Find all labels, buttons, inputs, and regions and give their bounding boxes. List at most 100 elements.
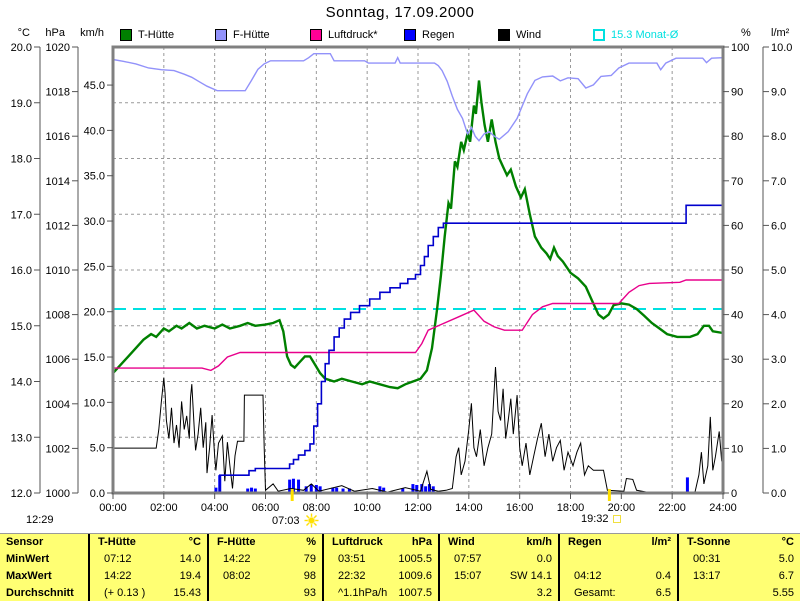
sensor-name: F-Hütte <box>217 536 256 548</box>
rain-bar <box>382 487 386 493</box>
time-tick-label: 08:00 <box>303 502 331 514</box>
stat-value: 79 <box>303 553 316 565</box>
stats-row-label: MinWert <box>6 553 50 565</box>
stat-time <box>560 553 574 565</box>
pct-tick-label: 20 <box>731 399 743 411</box>
stat-value: 93 <box>303 587 316 599</box>
c-tick-label: 20.0 <box>11 42 32 54</box>
hpa-tick-label: 1002 <box>46 443 70 455</box>
rain-bar <box>297 479 301 493</box>
legend-item-regen: Regen <box>404 28 454 42</box>
sunset-marker: 19:32 <box>581 513 621 525</box>
rain-bar <box>304 486 308 493</box>
stats-column-header: Regen l/m² <box>560 534 677 551</box>
rain-bar <box>309 484 313 493</box>
stat-value: 1007.5 <box>398 587 432 599</box>
kmh-tick-label: 35.0 <box>84 171 105 183</box>
kmh-tick-label: 20.0 <box>84 307 105 319</box>
time-tick-label: 16:00 <box>506 502 534 514</box>
time-tick-label: 18:00 <box>557 502 585 514</box>
stats-cell: ^1.1hPa/h 1007.5 <box>324 585 438 601</box>
sensor-unit: hPa <box>411 536 432 548</box>
stats-column-t-hütte: T-Hütte °C 07:12 14.0 14:22 19.4 (+ 0.13 ) 15.4… <box>88 534 207 601</box>
rain-bar <box>427 484 431 493</box>
wind-swatch-icon <box>498 29 510 41</box>
stats-header-sensor: Sensor <box>6 536 44 548</box>
series-regen-summe <box>113 204 723 494</box>
hpa-tick-label: 1010 <box>46 265 70 277</box>
stat-time <box>679 587 693 599</box>
pct-tick-label: 90 <box>731 87 743 99</box>
stat-time: 14:22 <box>223 553 251 565</box>
hpa-tick-label: 1016 <box>46 131 70 143</box>
rain-bar <box>246 488 250 493</box>
hpa-tick-label: 1004 <box>46 399 70 411</box>
stat-time: 00:31 <box>693 553 721 565</box>
stat-time: 03:51 <box>338 553 366 565</box>
kmh-tick-label: 40.0 <box>84 125 105 137</box>
rain-bar <box>335 487 339 493</box>
rain-bar <box>685 477 689 493</box>
pct-tick-label: 70 <box>731 176 743 188</box>
lm2-tick-label: 2.0 <box>771 399 786 411</box>
time-tick-label: 02:00 <box>150 502 178 514</box>
lm2-tick-label: 1.0 <box>771 443 786 455</box>
hpa-tick-label: 1012 <box>46 220 70 232</box>
stat-time: 04:12 <box>574 570 602 582</box>
series-wind <box>113 366 724 493</box>
stats-table: Sensor MinWert MaxWert Durchschnitt T-Hütte °… <box>0 533 800 601</box>
stat-time: 13:17 <box>693 570 721 582</box>
weather-chart-plot: 20.019.018.017.016.015.014.013.012.01020… <box>11 42 793 514</box>
lm2-tick-label: 4.0 <box>771 310 786 322</box>
stat-value: 6.5 <box>655 587 671 599</box>
lm2-tick-label: 9.0 <box>771 87 786 99</box>
stats-column-header: Wind km/h <box>440 534 558 551</box>
legend-label: Regen <box>422 29 455 41</box>
stats-cell: 04:12 0.4 <box>560 568 677 585</box>
sensor-unit: °C <box>781 536 794 548</box>
stat-value: 5.0 <box>778 553 794 565</box>
pct-tick-label: 60 <box>731 220 743 232</box>
rain-bar <box>378 486 382 493</box>
stat-value: 15.43 <box>173 587 201 599</box>
rain-bar <box>331 487 335 493</box>
sensor-unit: l/m² <box>651 536 671 548</box>
stat-value: 5.55 <box>772 587 794 599</box>
legend-item-t-huette: T-Hütte <box>120 28 174 42</box>
legend-item-luftdruck: Luftdruck* <box>310 28 378 42</box>
series-f-hütte <box>112 53 724 142</box>
hpa-tick-label: 1000 <box>46 488 70 500</box>
legend-item-wind: Wind <box>498 28 541 42</box>
stats-cell: 93 <box>209 585 322 601</box>
kmh-tick-label: 45.0 <box>84 80 105 92</box>
kmh-tick-label: 25.0 <box>84 261 105 273</box>
stats-cell: 07:57 0.0 <box>440 551 558 568</box>
sensor-unit: % <box>306 536 316 548</box>
time-tick-label: 04:00 <box>201 502 229 514</box>
unit-label-percent: % <box>741 27 751 39</box>
lm2-tick-label: 6.0 <box>771 220 786 232</box>
rain-bar <box>214 487 218 493</box>
rain-bar <box>288 479 292 493</box>
stats-cell: 00:31 5.0 <box>679 551 800 568</box>
stats-cell: 22:32 1009.6 <box>324 568 438 585</box>
legend-label: 15.3 Monat-Ø <box>611 29 679 41</box>
time-tick-label: 22:00 <box>658 502 686 514</box>
series-t-hütte <box>112 80 724 390</box>
stats-row-label: Durchschnitt <box>6 587 74 599</box>
stat-value: SW 14.1 <box>509 570 552 582</box>
unit-label-celsius-left: °C <box>17 27 30 39</box>
rain-bar <box>401 488 405 493</box>
stats-cell: 14:22 19.4 <box>90 568 207 585</box>
time-tick-label: 12:00 <box>404 502 432 514</box>
sensor-name: T-Sonne <box>687 536 731 548</box>
stats-cell: 07:12 14.0 <box>90 551 207 568</box>
stat-time: 07:57 <box>454 553 482 565</box>
stat-time: 14:22 <box>104 570 132 582</box>
c-tick-label: 17.0 <box>11 209 32 221</box>
stat-value: 6.7 <box>778 570 794 582</box>
pct-tick-label: 100 <box>731 42 749 54</box>
legend-label: Wind <box>516 29 542 41</box>
sensor-unit: km/h <box>526 536 552 548</box>
f-huette-swatch-icon <box>215 29 227 41</box>
